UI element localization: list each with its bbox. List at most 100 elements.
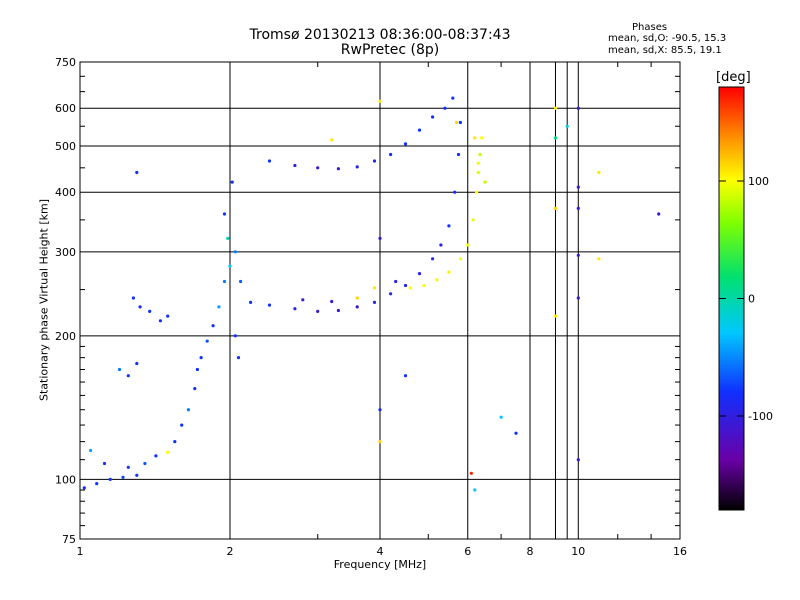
data-point [447, 270, 451, 274]
data-point [473, 488, 477, 492]
data-point [476, 170, 480, 175]
data-point [403, 283, 408, 288]
data-point [143, 461, 147, 466]
phase-stats-heading: Phases [632, 22, 668, 33]
y-tick-label: 750 [55, 56, 76, 69]
data-point [355, 165, 359, 169]
data-point [473, 136, 477, 140]
data-point [301, 298, 305, 302]
data-point [211, 324, 215, 328]
data-point [435, 278, 439, 282]
data-point [126, 465, 130, 469]
data-point [447, 224, 451, 228]
data-point [431, 115, 435, 119]
data-point [553, 314, 558, 318]
data-point [403, 374, 408, 378]
data-point [355, 305, 359, 309]
data-point [82, 486, 86, 490]
data-point [117, 367, 122, 372]
y-tick-label: 100 [55, 473, 76, 486]
data-point [173, 440, 177, 444]
data-point [330, 138, 334, 142]
data-point [135, 170, 139, 175]
y-tick-label: 300 [55, 246, 76, 259]
data-point [499, 415, 503, 419]
data-point [417, 128, 422, 132]
data-point [553, 206, 558, 210]
x-tick-label: 16 [673, 545, 687, 558]
data-point [408, 286, 412, 290]
data-point [293, 307, 297, 311]
data-point [199, 356, 203, 360]
data-point [158, 319, 162, 323]
data-point [478, 152, 482, 157]
data-point [236, 356, 241, 360]
plot-frame [79, 61, 681, 540]
data-point [102, 461, 107, 466]
colorbar-tick-label: 0 [748, 293, 755, 306]
data-point [126, 374, 130, 378]
data-point [378, 440, 382, 444]
data-point [378, 408, 382, 412]
data-point [417, 272, 422, 276]
data-point [239, 279, 243, 284]
data-point [316, 309, 320, 313]
data-point [431, 257, 435, 261]
data-point [576, 185, 580, 189]
data-point [135, 473, 139, 477]
x-axis-label: Frequency [MHz] [333, 558, 427, 571]
phase-stats-x-line: mean, sd,X: 85.5, 19.1 [608, 45, 722, 56]
y-tick-label: 400 [55, 186, 76, 199]
data-point [458, 120, 462, 125]
data-point [553, 136, 558, 140]
data-point [166, 314, 170, 318]
chart-title: Tromsø 20130213 08:36:00-08:37:43 [249, 27, 511, 43]
data-point [403, 142, 408, 146]
data-point [576, 458, 580, 462]
data-point [372, 286, 377, 290]
data-point [233, 334, 237, 338]
data-point [195, 367, 199, 372]
data-point [453, 190, 457, 194]
data-point [456, 152, 461, 157]
data-point [657, 212, 661, 216]
data-point [469, 471, 473, 475]
x-tick-label: 4 [377, 545, 384, 558]
data-point [108, 477, 112, 481]
colorbar-unit-label: [deg] [716, 70, 751, 85]
y-tick-label: 75 [62, 533, 76, 546]
x-tick-label: 8 [527, 545, 534, 558]
phase-stats-o-line: mean, sd,O: -90.5, 15.3 [608, 33, 727, 44]
y-tick-label: 200 [55, 330, 76, 343]
data-points [82, 96, 661, 492]
data-point [135, 361, 139, 366]
data-point [597, 170, 601, 175]
data-point [330, 299, 334, 304]
chart-subtitle: RwPretec (8p) [340, 42, 440, 58]
data-point [514, 431, 518, 435]
data-point [553, 106, 558, 110]
data-point [372, 300, 377, 304]
data-point [576, 206, 580, 210]
data-point [267, 159, 272, 163]
data-point [443, 106, 447, 110]
data-point [576, 253, 580, 257]
data-point [148, 309, 152, 313]
x-tick-label: 10 [571, 545, 585, 558]
colorbar-ticks: 100 0 -100 [719, 175, 773, 423]
data-point [336, 167, 340, 171]
grid [80, 62, 680, 539]
y-tick-label: 600 [55, 102, 76, 115]
data-point [186, 408, 190, 412]
data-point [121, 475, 125, 479]
data-point [378, 99, 382, 103]
data-point [565, 124, 569, 128]
data-point [394, 279, 398, 284]
data-point [480, 136, 484, 140]
x-tick-label: 6 [464, 545, 471, 558]
data-point [576, 106, 580, 110]
data-point [422, 283, 426, 288]
data-point [249, 300, 253, 304]
data-point [222, 212, 227, 216]
